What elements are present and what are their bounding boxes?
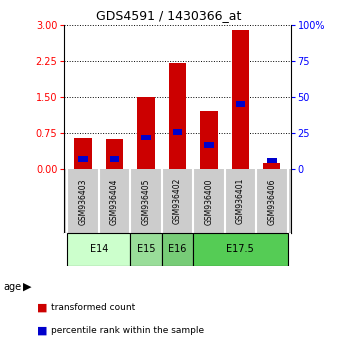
Bar — [204, 142, 214, 148]
Text: GDS4591 / 1430366_at: GDS4591 / 1430366_at — [96, 9, 242, 22]
Text: transformed count: transformed count — [51, 303, 135, 313]
Text: age: age — [3, 282, 22, 292]
Bar — [193, 233, 288, 266]
Bar — [169, 63, 186, 169]
Text: E16: E16 — [168, 245, 187, 255]
Bar — [232, 30, 249, 169]
Bar — [110, 156, 119, 162]
Text: ▶: ▶ — [23, 282, 31, 292]
Text: E17.5: E17.5 — [226, 245, 254, 255]
Text: E14: E14 — [90, 245, 108, 255]
Text: GSM936406: GSM936406 — [267, 178, 276, 224]
Bar — [236, 101, 245, 107]
Text: GSM936403: GSM936403 — [79, 178, 88, 224]
Bar — [141, 135, 151, 140]
Bar — [78, 156, 88, 162]
Bar — [200, 112, 218, 169]
Text: percentile rank within the sample: percentile rank within the sample — [51, 326, 204, 336]
Bar — [74, 138, 92, 169]
Text: GSM936404: GSM936404 — [110, 178, 119, 224]
Bar — [130, 233, 162, 266]
Text: GSM936405: GSM936405 — [142, 178, 150, 224]
Text: ■: ■ — [37, 303, 48, 313]
Bar — [67, 233, 130, 266]
Bar — [173, 129, 182, 135]
Bar — [106, 139, 123, 169]
Bar — [137, 97, 155, 169]
Bar — [263, 164, 281, 169]
Text: ■: ■ — [37, 326, 48, 336]
Bar — [267, 158, 276, 164]
Text: GSM936400: GSM936400 — [204, 178, 213, 224]
Text: E15: E15 — [137, 245, 155, 255]
Text: GSM936401: GSM936401 — [236, 178, 245, 224]
Bar — [162, 233, 193, 266]
Text: GSM936402: GSM936402 — [173, 178, 182, 224]
